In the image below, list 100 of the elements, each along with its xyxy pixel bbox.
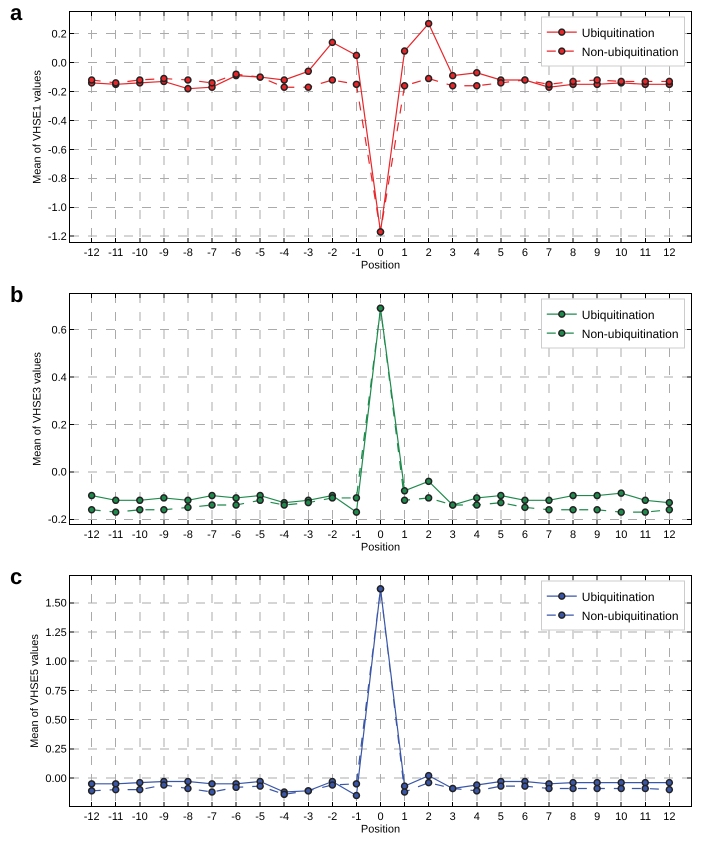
y-tick-label: 0.75 (45, 685, 67, 698)
y-tick-label: 0.4 (52, 372, 67, 384)
x-tick-label: -1 (352, 529, 362, 542)
x-tick-label: -4 (279, 247, 290, 260)
y-tick-label: 0.0 (52, 57, 67, 70)
y-tick-label: 0.6 (52, 324, 67, 336)
x-tick-label: -12 (84, 529, 100, 542)
x-axis-title: Position (360, 823, 400, 836)
x-tick-label: -9 (158, 529, 169, 542)
x-tick-label: -1 (352, 811, 362, 824)
x-tick-label: 5 (498, 247, 504, 260)
x-tick-label: -11 (108, 529, 124, 542)
x-tick-label: 4 (474, 529, 480, 542)
x-tick-label: 11 (640, 811, 651, 824)
y-tick-label: -0.2 (48, 514, 67, 526)
x-axis-title: Position (360, 259, 400, 272)
x-tick-label: -10 (132, 247, 148, 260)
x-tick-label: 9 (594, 529, 600, 542)
legend-label: Ubiquitination (582, 26, 655, 40)
x-tick-label: -10 (132, 529, 148, 542)
x-tick-label: 4 (474, 811, 480, 824)
x-tick-label: 0 (377, 529, 384, 542)
x-tick-label: -9 (158, 811, 169, 824)
y-tick-label: -0.8 (48, 173, 67, 186)
y-tick-label: 0.50 (45, 714, 67, 726)
y-tick-label: 0.2 (52, 419, 67, 432)
y-axis-title: Mean of VHSE5 values (29, 634, 42, 748)
y-tick-label: -0.6 (48, 144, 67, 156)
x-tick-label: 1 (402, 811, 408, 824)
x-tick-label: -11 (108, 811, 124, 824)
y-tick-label: 1.25 (45, 626, 67, 639)
text: b (10, 282, 24, 307)
y-axis-title: Mean of VHSE3 values (31, 352, 44, 466)
x-tick-label: 2 (426, 811, 432, 824)
x-tick-label: 1 (402, 529, 408, 542)
text: a (10, 0, 23, 25)
x-tick-label: 5 (498, 811, 504, 824)
y-tick-label: 0.2 (52, 28, 67, 41)
x-tick-label: -6 (231, 529, 241, 542)
x-tick-label: 0 (377, 811, 384, 824)
x-tick-label: -1 (352, 247, 362, 260)
legend-label: Non-ubiquitination (582, 326, 679, 341)
x-tick-label: 12 (663, 811, 676, 824)
x-tick-label: -5 (255, 247, 266, 260)
x-tick-label: -6 (231, 811, 241, 824)
x-tick-label: 6 (522, 529, 528, 542)
x-tick-label: 11 (640, 247, 651, 260)
x-tick-label: 10 (615, 529, 628, 542)
x-tick-label: 9 (594, 247, 600, 260)
x-tick-label: 8 (570, 529, 576, 542)
y-tick-label: -0.2 (48, 86, 67, 98)
x-tick-label: -2 (327, 811, 338, 824)
x-tick-label: -4 (279, 529, 290, 542)
x-tick-label: -5 (255, 529, 266, 542)
x-tick-label: -3 (303, 811, 314, 824)
x-tick-label: -11 (108, 247, 124, 260)
y-tick-label: -1.0 (48, 202, 67, 214)
y-tick-label: 0.00 (45, 772, 67, 785)
x-tick-label: -8 (183, 247, 193, 260)
x-tick-label: 2 (426, 529, 432, 542)
x-tick-label: -5 (255, 811, 266, 824)
x-tick-label: -3 (303, 529, 314, 542)
legend-label: Ubiquitination (582, 590, 655, 604)
x-tick-label: 3 (450, 247, 456, 260)
x-tick-label: -7 (207, 811, 217, 824)
x-axis-title: Position (360, 541, 400, 554)
x-tick-label: 5 (498, 529, 504, 542)
x-tick-label: 11 (640, 529, 651, 542)
y-axis-title: Mean of VHSE1 values (31, 70, 44, 184)
x-tick-label: 4 (474, 247, 480, 260)
y-tick-label: 0.25 (45, 744, 67, 756)
legend-label: Non-ubiquitination (582, 608, 679, 623)
y-tick-label: 1.00 (45, 656, 67, 668)
x-tick-label: 8 (570, 247, 576, 260)
x-tick-label: 3 (450, 529, 456, 542)
x-tick-label: 7 (546, 811, 552, 824)
x-tick-label: 9 (594, 811, 600, 824)
x-tick-label: 7 (546, 529, 552, 542)
x-tick-label: -2 (327, 529, 338, 542)
x-tick-label: 10 (615, 247, 628, 260)
x-tick-label: 10 (615, 811, 628, 824)
x-tick-label: 7 (546, 247, 552, 260)
x-tick-label: 1 (402, 247, 408, 260)
x-tick-label: -2 (327, 247, 338, 260)
x-tick-label: -7 (207, 247, 217, 260)
x-tick-label: 12 (663, 247, 676, 260)
x-tick-label: -12 (84, 811, 100, 824)
x-tick-label: -10 (132, 811, 148, 824)
x-tick-label: -3 (303, 247, 314, 260)
legend-label: Ubiquitination (582, 308, 655, 322)
x-tick-label: 0 (377, 247, 384, 260)
x-tick-label: -4 (279, 811, 290, 824)
x-tick-label: -9 (158, 247, 169, 260)
x-tick-label: 12 (663, 529, 676, 542)
x-tick-label: 8 (570, 811, 576, 824)
y-tick-label: -1.2 (48, 231, 67, 244)
x-tick-label: -12 (84, 247, 100, 260)
y-tick-label: -0.4 (48, 115, 67, 128)
x-tick-label: -8 (183, 529, 193, 542)
x-tick-label: 3 (450, 811, 456, 824)
